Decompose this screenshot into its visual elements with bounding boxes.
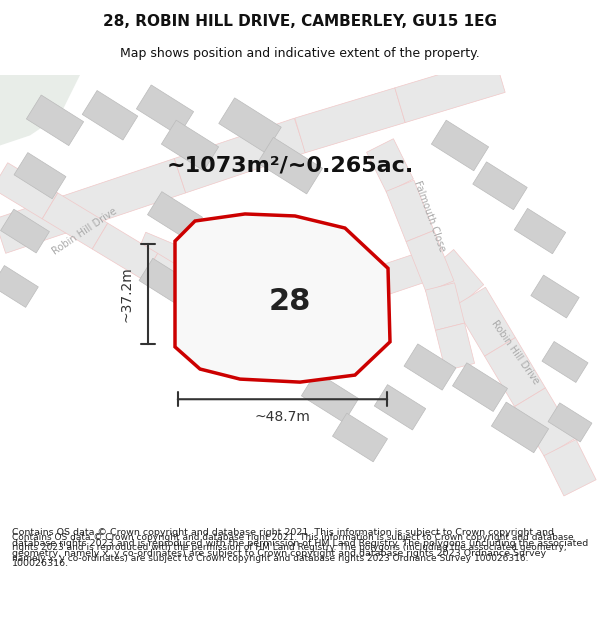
Text: Robin Hill Drive: Robin Hill Drive (489, 318, 541, 386)
Text: 28, ROBIN HILL DRIVE, CAMBERLEY, GU15 1EG: 28, ROBIN HILL DRIVE, CAMBERLEY, GU15 1E… (103, 14, 497, 29)
Polygon shape (375, 247, 445, 296)
Text: ~48.7m: ~48.7m (254, 411, 310, 424)
Polygon shape (374, 384, 426, 430)
Text: Robin Hill Drive: Robin Hill Drive (51, 206, 119, 256)
Polygon shape (386, 180, 434, 242)
Polygon shape (0, 162, 58, 219)
Polygon shape (1, 209, 49, 253)
Polygon shape (436, 323, 475, 371)
Polygon shape (0, 266, 38, 308)
Polygon shape (55, 159, 185, 233)
Polygon shape (544, 439, 596, 496)
Polygon shape (491, 402, 548, 452)
Polygon shape (148, 192, 203, 240)
Polygon shape (531, 275, 579, 318)
Polygon shape (514, 208, 566, 254)
Polygon shape (219, 98, 281, 153)
Polygon shape (139, 258, 191, 304)
Polygon shape (161, 120, 218, 171)
Polygon shape (395, 58, 505, 122)
Polygon shape (257, 138, 323, 194)
Polygon shape (142, 253, 208, 309)
Polygon shape (301, 372, 359, 423)
Polygon shape (42, 193, 108, 249)
Polygon shape (367, 139, 413, 192)
Polygon shape (0, 75, 80, 146)
Polygon shape (425, 282, 464, 331)
Polygon shape (0, 199, 65, 253)
Polygon shape (136, 85, 194, 136)
Polygon shape (260, 271, 320, 304)
Text: Map shows position and indicative extent of the property.: Map shows position and indicative extent… (120, 48, 480, 61)
Text: Contains OS data © Crown copyright and database right 2021. This information is : Contains OS data © Crown copyright and d… (12, 533, 574, 563)
Polygon shape (431, 120, 488, 171)
Polygon shape (232, 301, 289, 352)
Polygon shape (473, 162, 527, 209)
Polygon shape (175, 118, 305, 193)
Polygon shape (485, 338, 545, 406)
Text: Contains OS data © Crown copyright and database right 2021. This information is : Contains OS data © Crown copyright and d… (12, 528, 588, 568)
Polygon shape (404, 344, 456, 390)
Polygon shape (548, 403, 592, 442)
Polygon shape (196, 257, 263, 301)
Polygon shape (82, 91, 138, 140)
Text: ~37.2m: ~37.2m (119, 266, 133, 322)
Polygon shape (515, 388, 575, 457)
Polygon shape (269, 329, 331, 384)
Polygon shape (332, 413, 388, 462)
Polygon shape (295, 88, 405, 152)
Polygon shape (406, 231, 454, 292)
Text: Falmouth Close: Falmouth Close (412, 179, 448, 253)
Polygon shape (14, 152, 66, 199)
Polygon shape (175, 214, 390, 382)
Polygon shape (542, 341, 588, 382)
Polygon shape (455, 288, 515, 356)
Polygon shape (26, 95, 83, 146)
Polygon shape (134, 232, 206, 285)
Polygon shape (318, 266, 382, 304)
Text: ~1073m²/~0.265ac.: ~1073m²/~0.265ac. (166, 156, 413, 176)
Text: 28: 28 (269, 287, 311, 316)
Polygon shape (452, 363, 508, 411)
Text: Robin Hill Drive: Robin Hill Drive (262, 264, 338, 293)
Polygon shape (92, 223, 158, 279)
Polygon shape (427, 249, 484, 308)
